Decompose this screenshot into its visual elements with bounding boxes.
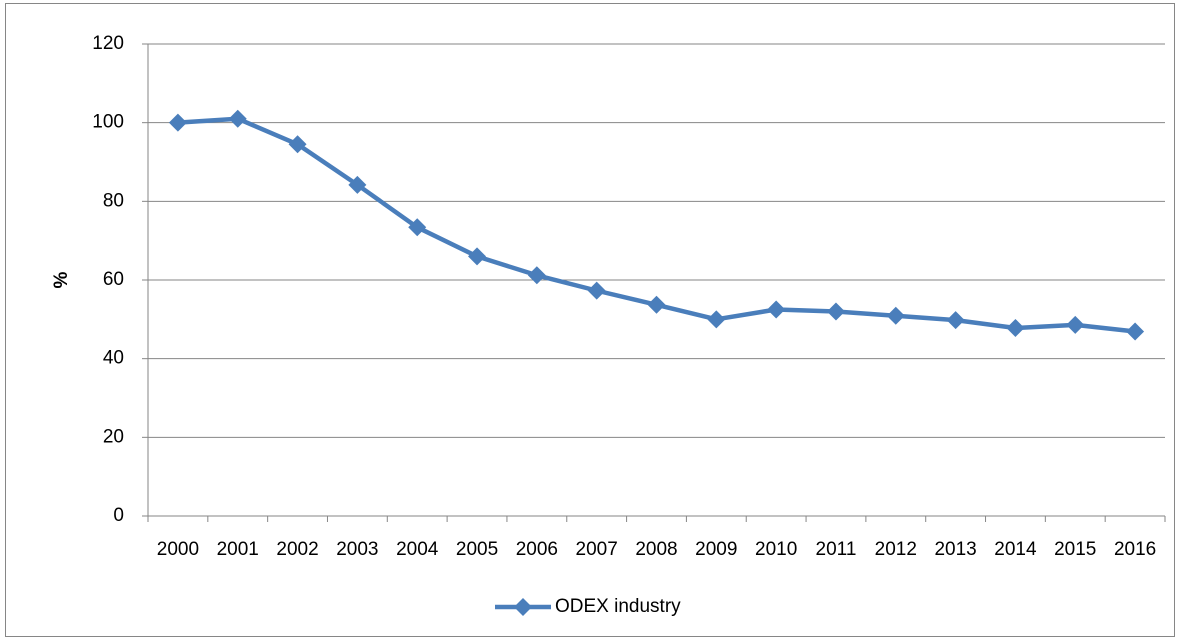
x-tick-label: 2016 xyxy=(1114,539,1156,560)
x-tick-label: 2000 xyxy=(157,539,199,560)
x-tick-label: 2013 xyxy=(934,539,976,560)
y-tick-label: 80 xyxy=(103,190,124,211)
y-tick-label: 40 xyxy=(103,348,124,369)
data-point xyxy=(826,302,845,321)
x-tick-label: 2014 xyxy=(994,539,1037,560)
data-point xyxy=(707,310,726,329)
legend-label: ODEX industry xyxy=(555,596,681,617)
y-tick-label: 20 xyxy=(103,426,124,447)
x-tick-label: 2005 xyxy=(456,539,498,560)
data-point xyxy=(288,135,307,154)
x-tick-label: 2007 xyxy=(576,539,618,560)
x-tick-label: 2009 xyxy=(695,539,737,560)
x-tick-label: 2004 xyxy=(396,539,439,560)
x-tick-label: 2011 xyxy=(816,539,857,560)
data-point xyxy=(168,113,187,132)
data-point xyxy=(587,281,606,300)
x-tick-label: 2006 xyxy=(516,539,558,560)
data-point xyxy=(1066,315,1085,334)
data-point xyxy=(767,300,786,319)
x-tick-label: 2002 xyxy=(276,539,318,560)
data-point xyxy=(468,247,487,266)
data-point xyxy=(348,175,367,194)
data-point xyxy=(886,306,905,325)
x-tick-label: 2008 xyxy=(635,539,677,560)
data-point xyxy=(228,109,247,128)
legend-marker xyxy=(514,598,532,616)
y-tick-label: 0 xyxy=(113,505,124,526)
x-tick-label: 2012 xyxy=(875,539,917,560)
x-tick-label: 2001 xyxy=(217,539,259,560)
data-point xyxy=(408,218,427,237)
y-tick-label: 120 xyxy=(92,33,124,54)
y-tick-label: 60 xyxy=(103,269,124,290)
data-point xyxy=(1006,318,1025,337)
data-point xyxy=(1126,322,1145,341)
y-tick-label: 100 xyxy=(92,112,124,133)
data-point xyxy=(527,266,546,285)
x-tick-label: 2003 xyxy=(336,539,378,560)
y-axis-label: % xyxy=(51,271,72,288)
data-point xyxy=(946,311,965,330)
x-tick-label: 2015 xyxy=(1054,539,1096,560)
x-tick-label: 2010 xyxy=(755,539,797,560)
chart-frame xyxy=(5,3,1175,637)
data-point xyxy=(647,295,666,314)
